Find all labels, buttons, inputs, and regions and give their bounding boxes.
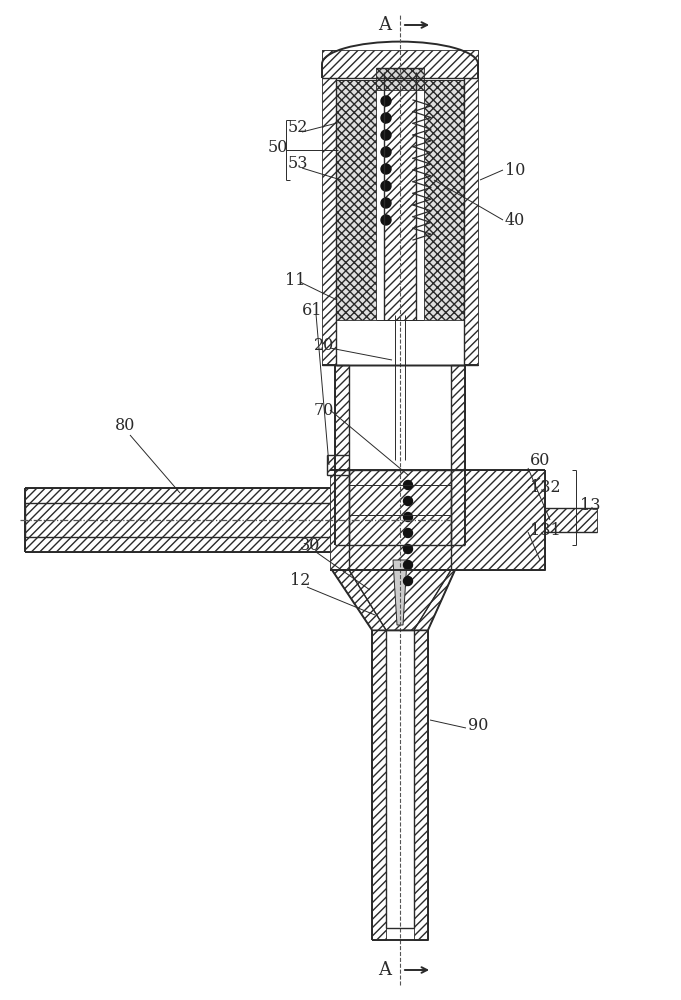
Text: 52: 52: [288, 119, 308, 136]
Polygon shape: [332, 570, 455, 630]
Polygon shape: [349, 570, 451, 630]
Text: 40: 40: [505, 212, 525, 229]
Circle shape: [404, 576, 413, 585]
Circle shape: [404, 481, 413, 489]
Bar: [335, 365, 349, 545]
Bar: [372, 630, 386, 940]
Bar: [376, 68, 424, 90]
Circle shape: [381, 181, 391, 191]
Text: 80: 80: [115, 417, 136, 434]
Bar: [336, 80, 376, 320]
Bar: [414, 630, 428, 940]
Circle shape: [381, 147, 391, 157]
Text: 70: 70: [314, 402, 334, 419]
Text: 131: 131: [530, 522, 560, 539]
Text: 50: 50: [268, 139, 288, 156]
Circle shape: [404, 496, 413, 506]
Text: 132: 132: [530, 479, 560, 496]
Text: 90: 90: [468, 717, 488, 734]
Text: 60: 60: [530, 452, 550, 469]
Text: 30: 30: [300, 537, 320, 554]
Bar: [322, 50, 478, 78]
Text: 13: 13: [580, 497, 601, 514]
Text: A: A: [378, 961, 391, 979]
Bar: [451, 365, 465, 545]
Bar: [322, 50, 336, 365]
Circle shape: [381, 198, 391, 208]
Bar: [25, 488, 330, 503]
Circle shape: [381, 164, 391, 174]
Bar: [330, 470, 545, 570]
Circle shape: [381, 96, 391, 106]
Text: 12: 12: [290, 572, 311, 589]
Circle shape: [404, 528, 413, 538]
Circle shape: [404, 544, 413, 554]
Polygon shape: [393, 560, 407, 625]
Bar: [384, 72, 416, 320]
Bar: [327, 455, 349, 475]
Circle shape: [381, 113, 391, 123]
Bar: [464, 50, 478, 365]
Text: 61: 61: [302, 302, 323, 319]
Text: 10: 10: [505, 162, 525, 179]
Text: 11: 11: [285, 272, 306, 289]
Bar: [25, 503, 330, 552]
Circle shape: [404, 512, 413, 522]
Circle shape: [381, 215, 391, 225]
Bar: [424, 80, 464, 320]
Text: A: A: [378, 16, 391, 34]
Circle shape: [404, 560, 413, 570]
Circle shape: [381, 130, 391, 140]
Text: 53: 53: [288, 155, 308, 172]
Text: 20: 20: [314, 337, 334, 354]
Bar: [545, 508, 597, 532]
